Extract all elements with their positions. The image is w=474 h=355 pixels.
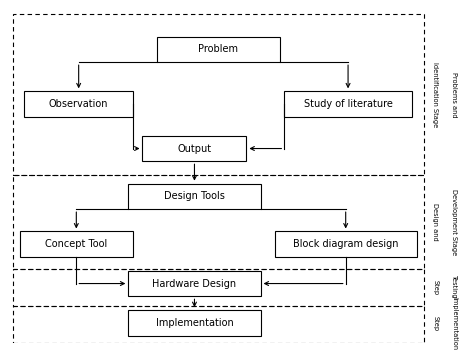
Bar	[12, 175, 424, 269]
Bar	[143, 136, 246, 161]
Bar	[12, 269, 424, 306]
Bar	[12, 14, 424, 175]
Text: Implementation: Implementation	[451, 297, 457, 351]
Text: Testing: Testing	[451, 275, 457, 299]
Text: Observation: Observation	[49, 99, 109, 109]
Bar	[12, 306, 424, 343]
Bar	[128, 271, 261, 296]
Text: Output: Output	[177, 143, 211, 153]
Bar	[128, 184, 261, 209]
Text: Design Tools: Design Tools	[164, 191, 225, 201]
Bar	[128, 310, 261, 336]
Bar	[275, 231, 417, 257]
Text: Identification Stage: Identification Stage	[432, 62, 438, 127]
Bar	[19, 231, 133, 257]
Text: Implementation: Implementation	[155, 318, 233, 328]
Bar	[284, 91, 412, 117]
Text: Step: Step	[432, 317, 438, 332]
Text: Concept Tool: Concept Tool	[45, 239, 108, 249]
Text: Problem: Problem	[198, 44, 238, 54]
Text: Design and: Design and	[432, 203, 438, 241]
Text: Development Stage: Development Stage	[451, 189, 457, 255]
Bar	[156, 37, 280, 62]
Bar	[24, 91, 133, 117]
Text: Problems and: Problems and	[451, 72, 457, 118]
Text: Hardware Design: Hardware Design	[153, 279, 237, 289]
Text: Study of literature: Study of literature	[304, 99, 392, 109]
Text: Block diagram design: Block diagram design	[293, 239, 399, 249]
Text: Step: Step	[432, 280, 438, 295]
